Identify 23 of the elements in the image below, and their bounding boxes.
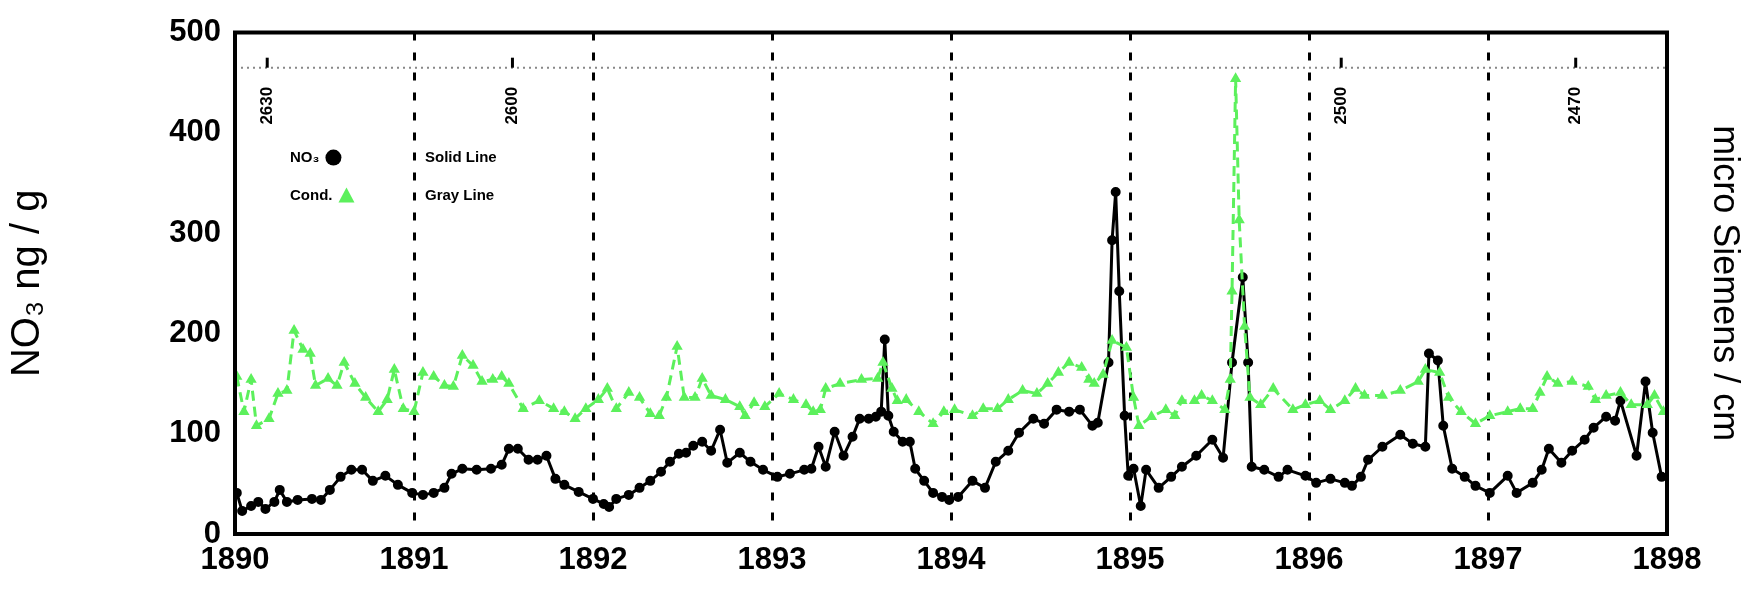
- annotation: 2600: [502, 86, 522, 125]
- legend-label: NO₃: [290, 147, 320, 165]
- x-tick-label: 1892: [558, 541, 628, 577]
- y-tick-label: 500: [169, 13, 221, 49]
- x-tick-label: 1897: [1453, 541, 1523, 577]
- x-tick-label: 1896: [1274, 541, 1344, 577]
- annotation: 2470: [1565, 86, 1585, 125]
- y-axis-title: NO₃ ng / g: [3, 189, 48, 378]
- x-tick-label: 1895: [1095, 541, 1165, 577]
- legend-label: Cond.: [290, 185, 333, 203]
- annotation: Solid Line: [425, 147, 497, 165]
- y-tick-label: 400: [169, 113, 221, 149]
- annotation: 2630: [256, 86, 276, 125]
- y-tick-label: 200: [169, 313, 221, 349]
- y-tick-label: 100: [169, 414, 221, 450]
- y2-axis-title: micro Siemens / cm: [1706, 125, 1748, 442]
- x-tick-label: 1891: [379, 541, 449, 577]
- x-tick-label: 1893: [737, 541, 807, 577]
- y-tick-label: 300: [169, 213, 221, 249]
- x-tick-label: 1898: [1632, 541, 1702, 577]
- x-tick-label: 1894: [916, 541, 987, 577]
- annotation: Gray Line: [425, 185, 495, 203]
- annotation: 2500: [1330, 86, 1350, 125]
